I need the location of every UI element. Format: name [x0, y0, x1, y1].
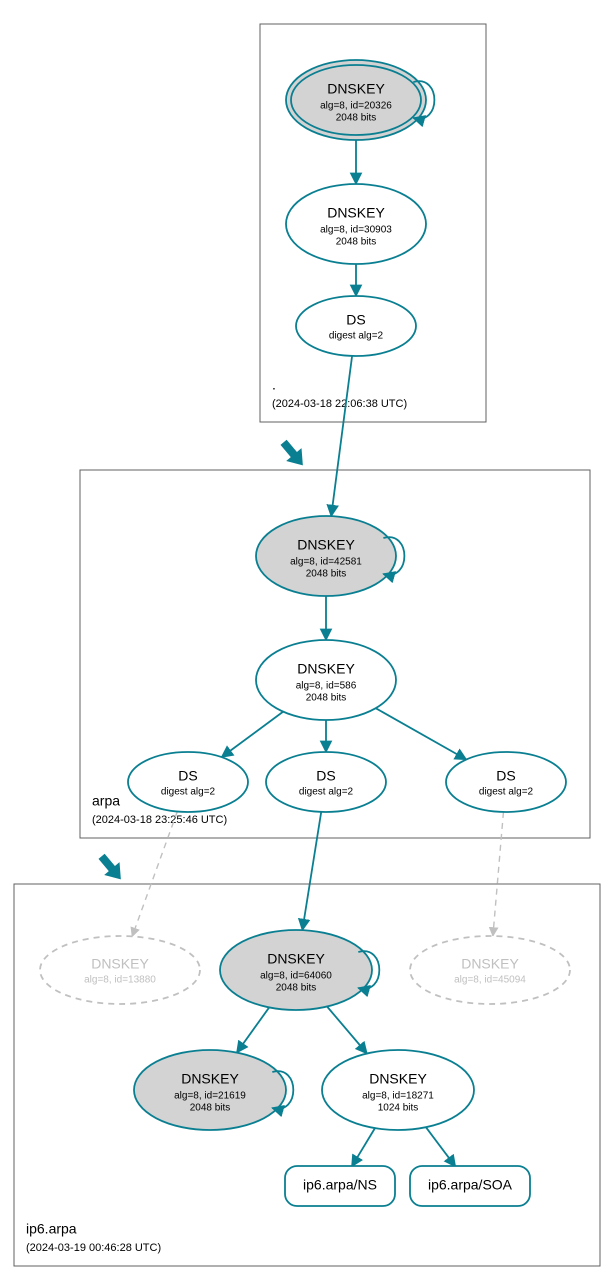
rrset-rr-ns: ip6.arpa/NS: [285, 1166, 395, 1206]
node-title: DNSKEY: [91, 956, 149, 972]
node-line3: 2048 bits: [276, 983, 317, 994]
rrset-rr-soa: ip6.arpa/SOA: [410, 1166, 530, 1206]
node-line2: digest alg=2: [161, 787, 216, 798]
node-line3: 2048 bits: [306, 569, 347, 580]
edge: [426, 1127, 456, 1166]
zone-timestamp: (2024-03-18 22:06:38 UTC): [272, 398, 407, 410]
zone-label: .: [272, 377, 276, 393]
node-root-ksk: DNSKEY alg=8, id=203262048 bits: [286, 60, 434, 140]
node-line2: alg=8, id=586: [296, 681, 357, 692]
node-line3: 2048 bits: [306, 693, 347, 704]
node-line3: 2048 bits: [336, 237, 377, 248]
node-title: DS: [496, 768, 515, 784]
node-line2: digest alg=2: [299, 787, 354, 798]
node-ip6-ghost-l: DNSKEY alg=8, id=13880: [40, 936, 200, 1004]
edge: [493, 812, 504, 936]
node-line2: alg=8, id=21619: [174, 1091, 246, 1102]
zone-label: arpa: [92, 793, 120, 809]
node-line3: 2048 bits: [190, 1103, 231, 1114]
node-line2: alg=8, id=18271: [362, 1091, 434, 1102]
rrsets-layer: ip6.arpa/NS ip6.arpa/SOA: [285, 1166, 530, 1206]
node-line2: alg=8, id=42581: [290, 557, 362, 568]
edge: [132, 812, 177, 937]
node-line2: alg=8, id=64060: [260, 971, 332, 982]
node-title: DNSKEY: [267, 951, 325, 967]
node-root-ds: DS digest alg=2: [296, 296, 416, 356]
zone-label: ip6.arpa: [26, 1221, 77, 1237]
edge: [327, 1007, 367, 1054]
node-line2: digest alg=2: [479, 787, 534, 798]
node-arpa-ksk: DNSKEY alg=8, id=425812048 bits: [256, 516, 404, 596]
node-line2: alg=8, id=30903: [320, 225, 392, 236]
delegation-arrow: [276, 436, 311, 472]
node-arpa-ds-l: DS digest alg=2: [128, 752, 248, 812]
node-ip6-zsk-l: DNSKEY alg=8, id=216192048 bits: [134, 1050, 293, 1130]
delegation-arrow: [94, 850, 129, 886]
edge: [302, 812, 321, 930]
node-title: DNSKEY: [297, 661, 355, 677]
node-line2: alg=8, id=45094: [454, 975, 526, 986]
node-title: DNSKEY: [461, 956, 519, 972]
node-title: DS: [346, 312, 365, 328]
node-title: DNSKEY: [297, 537, 355, 553]
node-title: DNSKEY: [327, 81, 385, 97]
node-arpa-zsk: DNSKEY alg=8, id=5862048 bits: [256, 640, 396, 720]
rrset-label: ip6.arpa/SOA: [428, 1177, 513, 1193]
rrset-label: ip6.arpa/NS: [303, 1177, 377, 1193]
node-ip6-zsk-r: DNSKEY alg=8, id=182711024 bits: [322, 1050, 474, 1130]
nodes-layer: DNSKEYalg=8, id=203262048 bitsDNSKEYalg=…: [40, 60, 570, 1130]
node-title: DNSKEY: [369, 1071, 427, 1087]
node-line3: 2048 bits: [336, 113, 377, 124]
zone-timestamp: (2024-03-18 23:25:46 UTC): [92, 814, 227, 826]
node-ip6-ghost-r: DNSKEY alg=8, id=45094: [410, 936, 570, 1004]
node-ip6-ksk: DNSKEY alg=8, id=640602048 bits: [220, 930, 379, 1010]
zone-timestamp: (2024-03-19 00:46:28 UTC): [26, 1242, 161, 1254]
edge: [222, 712, 284, 758]
node-root-zsk: DNSKEY alg=8, id=309032048 bits: [286, 184, 426, 264]
edge: [237, 1007, 269, 1052]
node-line2: digest alg=2: [329, 331, 384, 342]
edge: [376, 708, 467, 759]
edge: [352, 1128, 375, 1166]
node-line2: alg=8, id=20326: [320, 101, 392, 112]
node-arpa-ds-r: DS digest alg=2: [446, 752, 566, 812]
node-title: DS: [178, 768, 197, 784]
node-title: DS: [316, 768, 335, 784]
node-title: DNSKEY: [327, 205, 385, 221]
node-title: DNSKEY: [181, 1071, 239, 1087]
node-line2: alg=8, id=13880: [84, 975, 156, 986]
node-arpa-ds-m: DS digest alg=2: [266, 752, 386, 812]
edge: [331, 356, 352, 516]
node-line3: 1024 bits: [378, 1103, 419, 1114]
